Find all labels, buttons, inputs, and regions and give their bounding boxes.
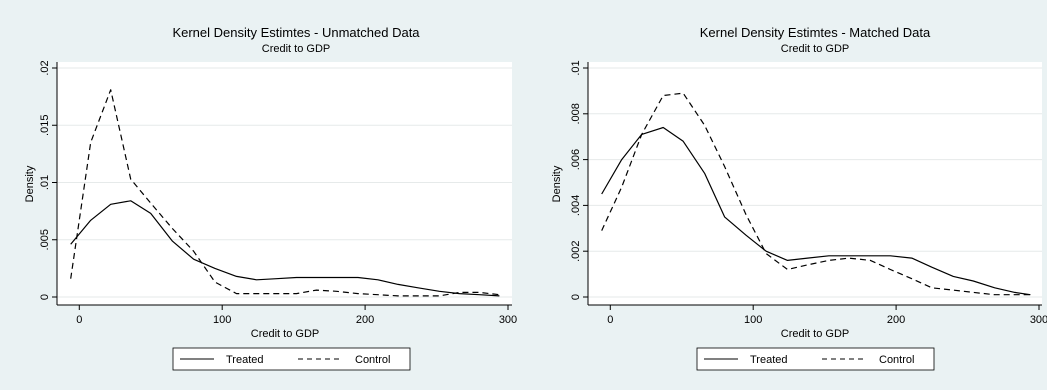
y-tick-label: .006 bbox=[570, 149, 582, 170]
chart-panel-matched: Kernel Density Estimtes - Matched Data C… bbox=[530, 22, 1047, 377]
y-tick-label: .002 bbox=[570, 240, 582, 261]
x-tick-label: 300 bbox=[499, 314, 517, 326]
y-tick-label: .008 bbox=[570, 103, 582, 124]
y-axis-label: Density bbox=[24, 165, 36, 202]
plot-content: 0 .002 .004 .006 .008 .01 0 100 200 300 bbox=[570, 60, 1047, 326]
y-tick-label: .02 bbox=[39, 60, 51, 75]
x-tick-label: 200 bbox=[887, 314, 905, 326]
y-tick-label: .01 bbox=[39, 175, 51, 190]
y-tick-label: .015 bbox=[39, 115, 51, 136]
legend: Treated Control bbox=[172, 347, 411, 371]
y-tick-label: 0 bbox=[570, 294, 582, 300]
chart-title: Kernel Density Estimtes - Matched Data bbox=[700, 25, 931, 40]
legend-box bbox=[696, 347, 935, 371]
y-tick-label: .004 bbox=[570, 195, 582, 216]
legend-label-control: Control bbox=[879, 354, 914, 366]
series-line-control bbox=[70, 89, 500, 297]
plot-area bbox=[57, 62, 512, 305]
x-tick-label: 300 bbox=[1030, 314, 1047, 326]
y-tick-label: .01 bbox=[570, 60, 582, 75]
y-axis-label: Density bbox=[551, 165, 563, 202]
y-tick-label: 0 bbox=[39, 294, 51, 300]
x-tick-label: 0 bbox=[76, 314, 82, 326]
legend-box bbox=[172, 347, 411, 371]
plot-area bbox=[588, 62, 1042, 305]
x-tick-label: 100 bbox=[744, 314, 762, 326]
y-tick-label: .005 bbox=[39, 229, 51, 250]
plot-content: 0 .005 .01 .015 .02 0 100 200 300 bbox=[39, 60, 517, 326]
x-tick-label: 100 bbox=[213, 314, 231, 326]
series-line-treated bbox=[70, 200, 500, 297]
x-tick-label: 200 bbox=[356, 314, 374, 326]
x-tick-label: 0 bbox=[607, 314, 613, 326]
chart-title: Kernel Density Estimtes - Unmatched Data bbox=[172, 25, 420, 40]
legend-label-treated: Treated bbox=[226, 354, 264, 366]
chart-panel-unmatched: Kernel Density Estimtes - Unmatched Data… bbox=[6, 22, 521, 377]
chart-subtitle: Credit to GDP bbox=[262, 43, 330, 55]
x-axis-label: Credit to GDP bbox=[251, 328, 319, 340]
legend-label-treated: Treated bbox=[750, 354, 788, 366]
x-axis-label: Credit to GDP bbox=[781, 328, 849, 340]
legend: Treated Control bbox=[696, 347, 935, 371]
series-line-treated bbox=[601, 126, 1031, 296]
chart-subtitle: Credit to GDP bbox=[781, 43, 849, 55]
legend-label-control: Control bbox=[355, 354, 390, 366]
